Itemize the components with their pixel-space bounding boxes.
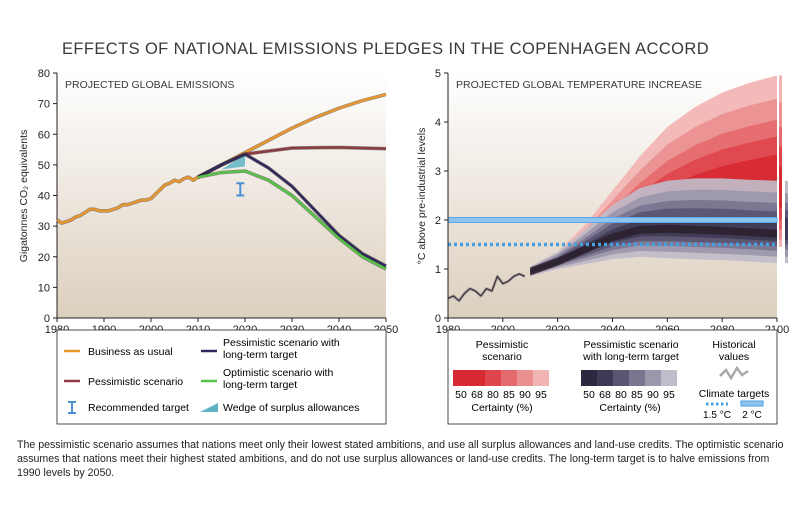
purple-certainty-number: 95	[663, 389, 675, 401]
legend-pessimistic-title-2: scenario	[482, 351, 522, 363]
temperature-y-tick-label: 3	[435, 166, 441, 178]
pessimistic-certainty-swatches	[453, 370, 549, 386]
red-certainty-number: 90	[519, 389, 531, 401]
red-certainty-number: 68	[471, 389, 483, 401]
red-certainty-swatch	[485, 370, 501, 386]
pessimistic-certainty-numbers: 50 68 80 85 90 95	[455, 389, 547, 401]
red-certainty-number: 85	[503, 389, 515, 401]
emissions-y-tick-label: 30	[38, 221, 50, 233]
emissions-y-axis-label: Gigatonnes CO₂ equivalents	[18, 130, 30, 263]
emissions-panel-title: PROJECTED GLOBAL EMISSIONS	[65, 79, 234, 91]
emissions-axes: 1980199020002010202020302040205001020304…	[38, 68, 398, 336]
purple-certainty-swatch	[629, 370, 645, 386]
emissions-y-tick-label: 10	[38, 282, 50, 294]
purple-certainty-number: 90	[647, 389, 659, 401]
purple-certainty-swatch	[613, 370, 629, 386]
temperature-y-tick-label: 5	[435, 68, 441, 80]
emissions-series	[56, 92, 387, 271]
emissions-y-tick-label: 0	[44, 313, 50, 325]
purple-certainty-swatch	[645, 370, 661, 386]
temperature-y-tick-label: 4	[435, 117, 441, 129]
legend-pessimistic-title-1: Pessimistic	[476, 339, 529, 351]
emissions-y-tick-label: 50	[38, 160, 50, 172]
pessimistic-side-bar	[779, 75, 782, 247]
wedge-icon	[200, 403, 218, 412]
legend-label-recommended-target: Recommended target	[88, 402, 189, 414]
legend-label-business-as-usual: Business as usual	[88, 346, 173, 358]
red-certainty-swatch	[469, 370, 485, 386]
legend-label-optimistic-long-term-2: long-term target	[223, 379, 297, 391]
temperature-y-tick-label: 1	[435, 264, 441, 276]
emissions-y-tick-label: 20	[38, 252, 50, 264]
red-certainty-swatch	[501, 370, 517, 386]
legend-climate-targets-title: Climate targets	[699, 388, 770, 400]
temperature-panel-title: PROJECTED GLOBAL TEMPERATURE INCREASE	[456, 79, 702, 91]
emissions-y-tick-label: 80	[38, 68, 50, 80]
series-line-3	[197, 152, 387, 268]
temperature-y-tick-label: 2	[435, 215, 441, 227]
legend-certainty-label-purple: Certainty (%)	[599, 402, 660, 414]
red-certainty-number: 80	[487, 389, 499, 401]
series-line-4	[197, 169, 387, 271]
purple-certainty-swatch	[661, 370, 677, 386]
figure-caption: The pessimistic scenario assumes that na…	[17, 439, 784, 479]
temperature-series	[447, 75, 788, 303]
legend-certainty-label-red: Certainty (%)	[471, 402, 532, 414]
recommended-target-marker	[236, 182, 245, 197]
legend-label-pessimistic-long-term-1: Pessimistic scenario with	[223, 337, 340, 349]
red-certainty-number: 95	[535, 389, 547, 401]
target-2-line	[447, 217, 778, 223]
legend-label-pessimistic-long-term-2: long-term target	[223, 349, 297, 361]
long-term-median-core	[530, 224, 777, 276]
series-line-0	[56, 175, 199, 225]
target-2-swatch	[740, 400, 764, 407]
purple-certainty-number: 68	[599, 389, 611, 401]
legend-historical-title-1: Historical	[712, 339, 755, 351]
purple-certainty-number: 80	[615, 389, 627, 401]
emissions-plot-background	[57, 73, 386, 318]
legend-long-term-title-1: Pessimistic scenario	[583, 339, 678, 351]
red-certainty-number: 50	[455, 389, 467, 401]
legend-target-2-label: 2 °C	[742, 410, 762, 421]
long-term-certainty-swatches	[581, 370, 677, 386]
purple-certainty-number: 50	[583, 389, 595, 401]
purple-certainty-number: 85	[631, 389, 643, 401]
temperature-y-tick-label: 0	[435, 313, 441, 325]
long-term-side-segment	[785, 217, 788, 240]
emissions-y-tick-label: 40	[38, 191, 50, 203]
temperature-legend: Pessimistic scenario Pessimistic scenari…	[447, 329, 778, 425]
temperature-panel: PROJECTED GLOBAL TEMPERATURE INCREASE 19…	[416, 68, 789, 336]
temperature-y-axis-label: °C above pre-industrial levels	[416, 128, 428, 265]
recommended-target-icon	[68, 401, 76, 414]
purple-certainty-swatch	[597, 370, 613, 386]
legend-label-wedge: Wedge of surplus allowances	[223, 402, 359, 414]
emissions-legend-box	[56, 329, 387, 425]
red-certainty-swatch	[517, 370, 533, 386]
figure-title: EFFECTS OF NATIONAL EMISSIONS PLEDGES IN…	[62, 40, 710, 58]
long-term-certainty-numbers: 50 68 80 85 90 95	[583, 389, 675, 401]
long-term-side-bar	[785, 180, 788, 264]
legend-label-optimistic-long-term-1: Optimistic scenario with	[223, 367, 333, 379]
emissions-y-tick-label: 70	[38, 99, 50, 111]
legend-target-15-label: 1.5 °C	[703, 410, 731, 421]
historical-values-core	[447, 273, 526, 302]
legend-long-term-title-2: with long-term target	[582, 351, 679, 363]
legend-label-pessimistic: Pessimistic scenario	[88, 376, 183, 388]
red-certainty-swatch	[453, 370, 469, 386]
emissions-y-tick-label: 60	[38, 129, 50, 141]
pessimistic-side-segment	[779, 166, 782, 208]
red-certainty-swatch	[533, 370, 549, 386]
emissions-panel: PROJECTED GLOBAL EMISSIONS 1980199020002…	[18, 68, 398, 336]
legend-historical-title-2: values	[719, 351, 749, 363]
emissions-legend: Business as usual Pessimistic scenario R…	[56, 329, 387, 425]
historical-values-icon	[719, 365, 749, 381]
purple-certainty-swatch	[581, 370, 597, 386]
